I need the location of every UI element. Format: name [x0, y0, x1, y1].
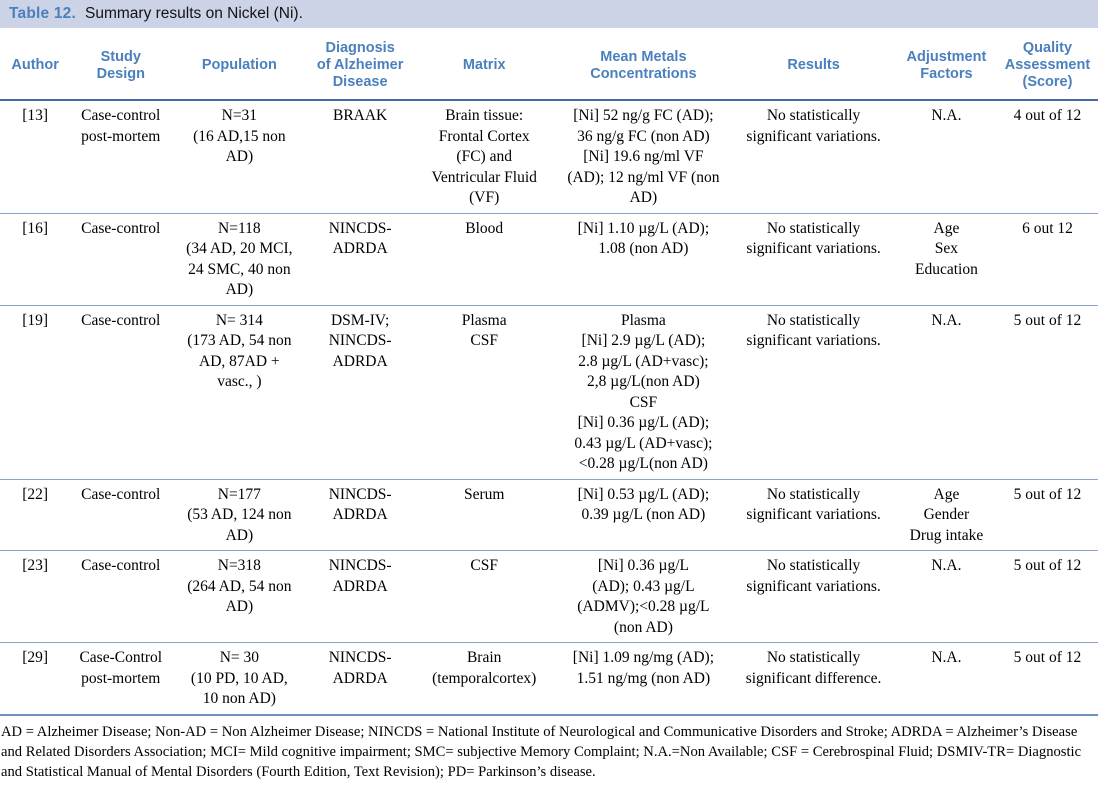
cell-concentrations: [Ni] 1.10 µg/L (AD); 1.08 (non AD)	[555, 213, 732, 306]
summary-table: Author Study Design Population Diagnosis…	[0, 35, 1098, 716]
table-row: [29] Case-Control post-mortem N= 30 (10 …	[0, 642, 1098, 716]
cell-results: No statistically significant variations.	[731, 550, 896, 643]
cell-matrix: CSF	[412, 550, 556, 643]
cell-matrix: Brain tissue: Frontal Cortex (FC) and Ve…	[412, 100, 556, 214]
column-header-concentrations: Mean Metals Concentrations	[555, 35, 732, 101]
table-body: [13] Case-control post-mortem N=31 (16 A…	[0, 100, 1098, 716]
cell-population: N=31 (16 AD,15 non AD)	[171, 100, 308, 214]
table-row: [23] Case-control N=318 (264 AD, 54 non …	[0, 550, 1098, 643]
cell-adjustment-factors: Age Sex Education	[895, 213, 997, 306]
column-header-author: Author	[0, 35, 71, 101]
cell-quality: 4 out of 12	[996, 100, 1098, 214]
cell-quality: 5 out of 12	[996, 550, 1098, 643]
cell-concentrations: [Ni] 52 ng/g FC (AD); 36 ng/g FC (non AD…	[555, 100, 732, 214]
table-row: [13] Case-control post-mortem N=31 (16 A…	[0, 100, 1098, 214]
cell-matrix: Plasma CSF	[412, 305, 556, 480]
cell-matrix: Blood	[412, 213, 556, 306]
table-header: Author Study Design Population Diagnosis…	[0, 35, 1098, 101]
column-header-results: Results	[731, 35, 896, 101]
cell-matrix: Serum	[412, 479, 556, 551]
column-header-population: Population	[171, 35, 308, 101]
cell-diagnosis: DSM-IV; NINCDS- ADRDA	[307, 305, 413, 480]
cell-population: N= 30 (10 PD, 10 AD, 10 non AD)	[171, 642, 308, 716]
cell-quality: 5 out of 12	[996, 642, 1098, 716]
column-header-study-design: Study Design	[70, 35, 172, 101]
cell-author: [23]	[0, 550, 71, 643]
cell-study-design: Case-control	[70, 550, 172, 643]
table-row: [19] Case-control N= 314 (173 AD, 54 non…	[0, 305, 1098, 480]
cell-adjustment-factors: N.A.	[895, 100, 997, 214]
table-number-label: Table 12.	[9, 5, 76, 22]
table-caption-bar: Table 12. Summary results on Nickel (Ni)…	[0, 0, 1098, 28]
cell-population: N=318 (264 AD, 54 non AD)	[171, 550, 308, 643]
header-row: Author Study Design Population Diagnosis…	[0, 35, 1098, 101]
column-header-matrix: Matrix	[412, 35, 556, 101]
cell-quality: 5 out of 12	[996, 305, 1098, 480]
table-title-text: Summary results on Nickel (Ni).	[85, 5, 303, 22]
cell-study-design: Case-control	[70, 213, 172, 306]
cell-study-design: Case-control	[70, 479, 172, 551]
cell-diagnosis: NINCDS- ADRDA	[307, 479, 413, 551]
cell-diagnosis: NINCDS- ADRDA	[307, 550, 413, 643]
cell-adjustment-factors: Age Gender Drug intake	[895, 479, 997, 551]
cell-study-design: Case-control	[70, 305, 172, 480]
cell-author: [29]	[0, 642, 71, 716]
cell-results: No statistically significant variations.	[731, 213, 896, 306]
cell-results: No statistically significant variations.	[731, 479, 896, 551]
cell-population: N=118 (34 AD, 20 MCI, 24 SMC, 40 non AD)	[171, 213, 308, 306]
cell-study-design: Case-Control post-mortem	[70, 642, 172, 716]
column-header-adjustment-factors: Adjustment Factors	[895, 35, 997, 101]
cell-results: No statistically significant difference.	[731, 642, 896, 716]
cell-population: N= 314 (173 AD, 54 non AD, 87AD + vasc.,…	[171, 305, 308, 480]
table-footnote: AD = Alzheimer Disease; Non-AD = Non Alz…	[1, 723, 1082, 780]
cell-adjustment-factors: N.A.	[895, 550, 997, 643]
cell-concentrations: [Ni] 1.09 ng/mg (AD); 1.51 ng/mg (non AD…	[555, 642, 732, 716]
cell-author: [13]	[0, 100, 71, 214]
cell-concentrations: [Ni] 0.53 µg/L (AD); 0.39 µg/L (non AD)	[555, 479, 732, 551]
cell-diagnosis: BRAAK	[307, 100, 413, 214]
cell-diagnosis: NINCDS- ADRDA	[307, 213, 413, 306]
cell-diagnosis: NINCDS- ADRDA	[307, 642, 413, 716]
cell-author: [16]	[0, 213, 71, 306]
cell-study-design: Case-control post-mortem	[70, 100, 172, 214]
column-header-quality: Quality Assessment (Score)	[996, 35, 1098, 101]
cell-author: [19]	[0, 305, 71, 480]
column-header-diagnosis: Diagnosis of Alzheimer Disease	[307, 35, 413, 101]
table-row: [22] Case-control N=177 (53 AD, 124 non …	[0, 479, 1098, 551]
cell-population: N=177 (53 AD, 124 non AD)	[171, 479, 308, 551]
cell-concentrations: [Ni] 0.36 µg/L (AD); 0.43 µg/L (ADMV);<0…	[555, 550, 732, 643]
cell-adjustment-factors: N.A.	[895, 305, 997, 480]
cell-results: No statistically significant variations.	[731, 100, 896, 214]
cell-adjustment-factors: N.A.	[895, 642, 997, 716]
cell-quality: 5 out of 12	[996, 479, 1098, 551]
cell-quality: 6 out 12	[996, 213, 1098, 306]
cell-matrix: Brain (temporalcortex)	[412, 642, 556, 716]
cell-results: No statistically significant variations.	[731, 305, 896, 480]
cell-author: [22]	[0, 479, 71, 551]
table-row: [16] Case-control N=118 (34 AD, 20 MCI, …	[0, 213, 1098, 306]
cell-concentrations: Plasma [Ni] 2.9 µg/L (AD); 2.8 µg/L (AD+…	[555, 305, 732, 480]
